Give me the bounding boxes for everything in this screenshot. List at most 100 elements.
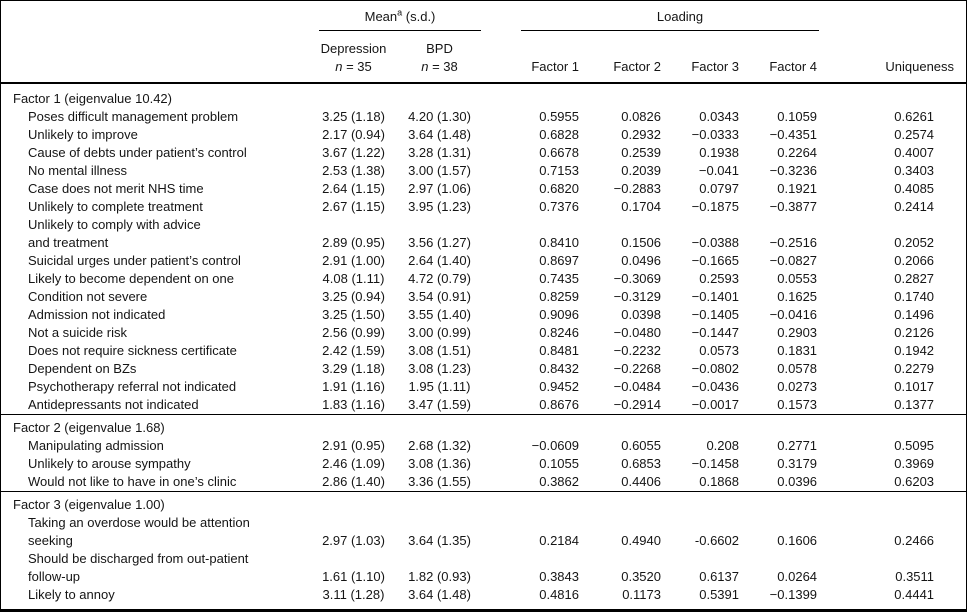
loading-factor2-cell: 0.2039 xyxy=(621,163,661,178)
bpd-mean-cell: 3.28 (1.31) xyxy=(408,145,471,160)
row-label: Does not require sickness certificate xyxy=(28,343,237,358)
loading-factor3-cell: 0.0573 xyxy=(699,343,739,358)
row-label: Taking an overdose would be attention see… xyxy=(28,515,250,548)
loading-factor4-cell: 0.1831 xyxy=(777,343,818,358)
depression-mean-cell: 2.46 (1.09) xyxy=(322,456,385,471)
depression-header-label: Depression xyxy=(320,41,387,56)
loading-factor4-cell: 0.1059 xyxy=(777,109,818,124)
loading-factor2-cell: −0.2268 xyxy=(613,361,661,376)
loading-factor2-cell: −0.3069 xyxy=(613,271,661,286)
loading-factor2-cell: −0.3129 xyxy=(613,289,661,304)
row-label: Admission not indicated xyxy=(28,307,166,322)
loading-factor2-cell: −0.0484 xyxy=(613,379,661,394)
uniqueness-cell: 0.2414 xyxy=(894,199,935,214)
mean-group-header: Meana (s.d.) xyxy=(311,1,483,31)
row-label: Case does not merit NHS time xyxy=(28,181,204,196)
bpd-mean-cell: 4.20 (1.30) xyxy=(408,109,471,124)
uniqueness-cell: 0.6261 xyxy=(894,109,935,124)
loading-factor4-cell: 0.2903 xyxy=(777,325,818,340)
group-header-row: Meana (s.d.) Loading xyxy=(1,1,966,31)
column-header-factor-4: Factor 4 xyxy=(741,31,820,84)
table-row: Antidepressants not indicated 1.83 (1.16)… xyxy=(1,396,966,415)
loading-factor4-cell: 0.0273 xyxy=(777,379,818,394)
loading-factor4-cell: 0.1625 xyxy=(777,289,818,304)
uniqueness-cell: 0.4007 xyxy=(894,145,935,160)
loading-factor3-cell: 0.5391 xyxy=(699,587,739,602)
uniqueness-cell: 0.6203 xyxy=(894,474,935,489)
loading-factor3-cell: −0.1665 xyxy=(691,253,739,268)
loading-factor1-cell: 0.6820 xyxy=(539,181,579,196)
depression-sample-size: n = 35 xyxy=(335,59,372,74)
mean-footnote-marker: a xyxy=(397,7,403,18)
depression-mean-cell: 1.83 (1.16) xyxy=(322,397,385,412)
bpd-mean-cell: 1.95 (1.11) xyxy=(408,379,471,394)
depression-mean-cell: 3.67 (1.22) xyxy=(322,145,385,160)
loading-factor4-cell: −0.4351 xyxy=(769,127,818,142)
bpd-mean-cell: 1.82 (0.93) xyxy=(408,569,471,584)
table-row: Taking an overdose would be attention see… xyxy=(1,514,966,550)
loading-factor2-cell: 0.4940 xyxy=(621,533,661,548)
bpd-mean-cell: 3.64 (1.35) xyxy=(408,533,471,548)
depression-mean-cell: 2.42 (1.59) xyxy=(322,343,385,358)
section-header-row: Factor 3 (eigenvalue 1.00) xyxy=(1,491,966,514)
loading-factor4-cell: 0.0264 xyxy=(777,569,818,584)
loading-factor2-cell: 0.3520 xyxy=(621,569,661,584)
uniqueness-column-spacer xyxy=(819,1,966,31)
loading-factor3-cell: −0.0017 xyxy=(691,397,739,412)
loading-factor3-cell: 0.0343 xyxy=(699,109,739,124)
row-label: Likely to become dependent on one xyxy=(28,271,234,286)
depression-mean-cell: 2.64 (1.15) xyxy=(322,181,385,196)
loading-factor4-cell: −0.3236 xyxy=(769,163,818,178)
loading-factor4-cell: 0.0578 xyxy=(777,361,818,376)
loading-factor3-cell: −0.1458 xyxy=(691,456,739,471)
loading-factor3-cell: −0.1401 xyxy=(691,289,739,304)
loading-factor2-cell: 0.6853 xyxy=(621,456,661,471)
section-header-row: Factor 1 (eigenvalue 10.42) xyxy=(1,83,966,108)
loading-factor2-cell: 0.4406 xyxy=(621,474,661,489)
loading-factor4-cell: −0.0827 xyxy=(769,253,818,268)
loading-factor2-cell: 0.1704 xyxy=(621,199,661,214)
table-body: Factor 1 (eigenvalue 10.42) Poses difficu… xyxy=(1,83,966,610)
loading-factor2-cell: 0.2932 xyxy=(621,127,661,142)
loading-factor1-cell: 0.8481 xyxy=(539,343,579,358)
row-label: Unlikely to comply with advice and treatm… xyxy=(28,217,201,250)
loading-factor3-cell: −0.0388 xyxy=(691,235,739,250)
loading-factor1-cell: 0.7435 xyxy=(539,271,579,286)
table-row: Dependent on BZs 3.29 (1.18) 3.08 (1.23) 0.… xyxy=(1,360,966,378)
loading-factor1-cell: 0.1055 xyxy=(539,456,579,471)
depression-mean-cell: 1.61 (1.10) xyxy=(322,569,385,584)
row-label: Cause of debts under patient’s control xyxy=(28,145,247,160)
column-header-row: Depression n = 35 BPD n = 38 Factor 1 Fa… xyxy=(1,31,966,84)
depression-mean-cell: 3.11 (1.28) xyxy=(322,587,385,602)
mean-group-suffix: (s.d.) xyxy=(402,9,436,24)
depression-mean-cell: 4.08 (1.11) xyxy=(322,271,385,286)
column-header-bpd: BPD n = 38 xyxy=(396,31,483,84)
uniqueness-cell: 0.3511 xyxy=(895,569,935,584)
loading-factor1-cell: 0.8410 xyxy=(539,235,579,250)
loading-factor4-cell: 0.1921 xyxy=(777,181,818,196)
loading-factor4-cell: 0.0396 xyxy=(777,474,818,489)
table-row: Would not like to have in one’s clinic 2.… xyxy=(1,473,966,492)
section-title: Factor 3 (eigenvalue 1.00) xyxy=(1,491,966,514)
table-row: Suicidal urges under patient’s control 2.… xyxy=(1,252,966,270)
bpd-mean-cell: 3.47 (1.59) xyxy=(408,397,471,412)
table-row: Unlikely to complete treatment 2.67 (1.15… xyxy=(1,198,966,216)
bpd-mean-cell: 3.08 (1.36) xyxy=(408,456,471,471)
loading-factor4-cell: 0.2264 xyxy=(777,145,818,160)
uniqueness-cell: 0.2052 xyxy=(894,235,935,250)
table-row: Unlikely to improve 2.17 (0.94) 3.64 (1.48… xyxy=(1,126,966,144)
loading-factor1-cell: 0.3862 xyxy=(539,474,579,489)
depression-mean-cell: 2.86 (1.40) xyxy=(322,474,385,489)
loading-factor2-cell: 0.0398 xyxy=(621,307,661,322)
row-label: Unlikely to improve xyxy=(28,127,138,142)
loading-factor3-cell: -0.6602 xyxy=(694,533,739,548)
column-header-depression: Depression n = 35 xyxy=(311,31,396,84)
bpd-header-label: BPD xyxy=(426,41,453,56)
depression-mean-cell: 2.91 (0.95) xyxy=(322,438,385,453)
row-label: Condition not severe xyxy=(28,289,148,304)
table-row: Unlikely to comply with advice and treatm… xyxy=(1,216,966,252)
loading-factor2-cell: 0.0496 xyxy=(621,253,661,268)
row-label: Not a suicide risk xyxy=(28,325,127,340)
uniqueness-cell: 0.2066 xyxy=(894,253,935,268)
